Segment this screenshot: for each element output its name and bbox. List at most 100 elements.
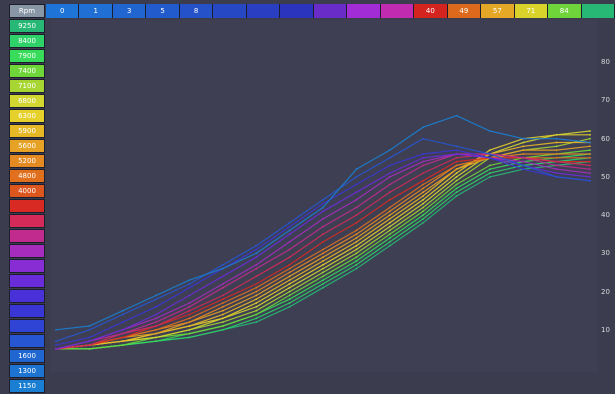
data-point-4-7 [288,290,291,293]
rpm-row-17[interactable] [9,274,45,288]
rpm-row-21[interactable] [9,334,45,348]
column-tab-14[interactable]: 71 [514,4,549,18]
data-point-13-14 [522,156,525,159]
column-tab-3[interactable]: 5 [146,4,180,18]
data-point-3-12 [455,183,458,186]
data-point-17-4 [188,283,191,285]
rpm-row-18[interactable] [9,289,45,303]
data-point-6-11 [422,198,424,201]
series-line-14 [55,153,591,350]
column-tab-13[interactable]: 57 [481,4,515,18]
rpm-row-15[interactable] [9,244,45,258]
data-point-6-16 [589,133,591,136]
data-point-9-5 [222,305,224,308]
data-point-6-9 [355,244,358,247]
data-point-0-6 [255,321,258,323]
data-point-7-4 [188,325,191,327]
data-point-16-1 [88,336,91,339]
column-tab-12[interactable]: 49 [447,4,482,18]
data-point-15-8 [322,210,324,213]
data-point-8-9 [355,237,358,239]
column-tab-2[interactable]: 3 [112,4,147,18]
data-point-17-13 [489,153,491,155]
rpm-row-4[interactable]: 7100 [9,79,45,93]
data-point-17-16 [589,179,591,182]
rpm-row-22[interactable]: 1600 [9,349,45,363]
data-point-15-11 [422,156,424,159]
data-point-14-11 [422,160,424,163]
data-point-15-3 [155,313,157,316]
rpm-row-2[interactable]: 7900 [9,49,45,63]
data-point-3-10 [388,233,391,236]
column-tab-7[interactable] [280,4,314,18]
rpm-row-12[interactable] [9,199,45,213]
series-line-9 [55,153,590,350]
data-point-11-6 [255,283,258,285]
data-point-16-11 [422,153,424,155]
column-tab-0[interactable]: 0 [46,4,80,18]
rpm-row-10[interactable]: 4800 [9,169,45,183]
column-tab-9[interactable] [347,4,381,18]
data-point-15-5 [222,275,224,278]
data-point-10-5 [222,302,224,304]
data-point-4-5 [222,321,224,323]
rpm-row-8[interactable]: 5600 [9,139,45,153]
data-point-14-6 [255,263,258,266]
column-tab-5[interactable] [213,4,247,18]
column-tab-16[interactable] [581,4,615,18]
rpm-row-1[interactable]: 8400 [9,34,45,48]
data-point-14-8 [322,218,324,220]
rpm-row-19[interactable] [9,304,45,318]
data-point-14-9 [355,198,358,201]
data-point-8-14 [522,149,525,152]
data-point-16-6 [255,248,258,251]
data-point-17-15 [555,176,558,178]
data-point-2-9 [355,260,358,262]
column-tab-8[interactable] [313,4,348,18]
data-point-10-9 [355,229,358,232]
data-point-0-11 [422,221,424,224]
column-tab-11[interactable]: 40 [414,4,448,18]
data-point-17-10 [388,156,391,159]
rpm-row-16[interactable] [9,259,45,273]
y-tick-label: 10 [601,325,610,334]
series-line-12 [55,153,591,350]
data-point-18-8 [322,206,324,209]
series-line-15 [55,153,591,350]
data-point-16-2 [121,321,124,323]
data-point-10-10 [388,206,391,209]
y-tick-label: 30 [601,249,610,258]
rpm-row-13[interactable] [9,214,45,228]
rpm-row-14[interactable] [9,229,45,243]
rpm-row-3[interactable]: 7400 [9,64,45,78]
rpm-row-7[interactable]: 5900 [9,124,45,138]
data-point-10-8 [322,248,324,251]
rpm-row-0[interactable]: 9250 [9,19,45,33]
data-point-1-5 [222,328,224,331]
data-point-15-7 [288,233,291,236]
rpm-row-24[interactable]: 1150 [9,379,45,393]
column-tab-4[interactable]: 8 [179,4,214,18]
data-point-3-4 [188,332,191,335]
data-point-4-10 [388,229,391,232]
data-point-1-11 [422,218,424,220]
column-tab-6[interactable] [246,4,281,18]
data-point-5-4 [188,328,191,331]
column-tab-15[interactable]: 84 [548,4,582,18]
data-point-13-7 [288,248,291,251]
rpm-row-5[interactable]: 6800 [9,94,45,108]
column-tab-1[interactable]: 1 [79,4,113,18]
data-point-10-6 [255,286,258,289]
data-point-12-12 [455,156,458,159]
column-tab-10[interactable] [380,4,415,18]
data-point-14-10 [388,176,391,178]
data-point-16-8 [322,202,324,205]
rpm-row-column: Rpm 9250 8400 7900 7400 7100 6800 6300 5900 5600… [9,4,45,394]
data-point-11-12 [455,160,458,163]
rpm-row-20[interactable] [9,319,45,333]
rpm-row-6[interactable]: 6300 [9,109,45,123]
data-point-3-13 [489,164,491,167]
data-point-16-10 [388,164,391,167]
rpm-row-9[interactable]: 5200 [9,154,45,168]
rpm-row-11[interactable]: 4000 [9,184,45,198]
